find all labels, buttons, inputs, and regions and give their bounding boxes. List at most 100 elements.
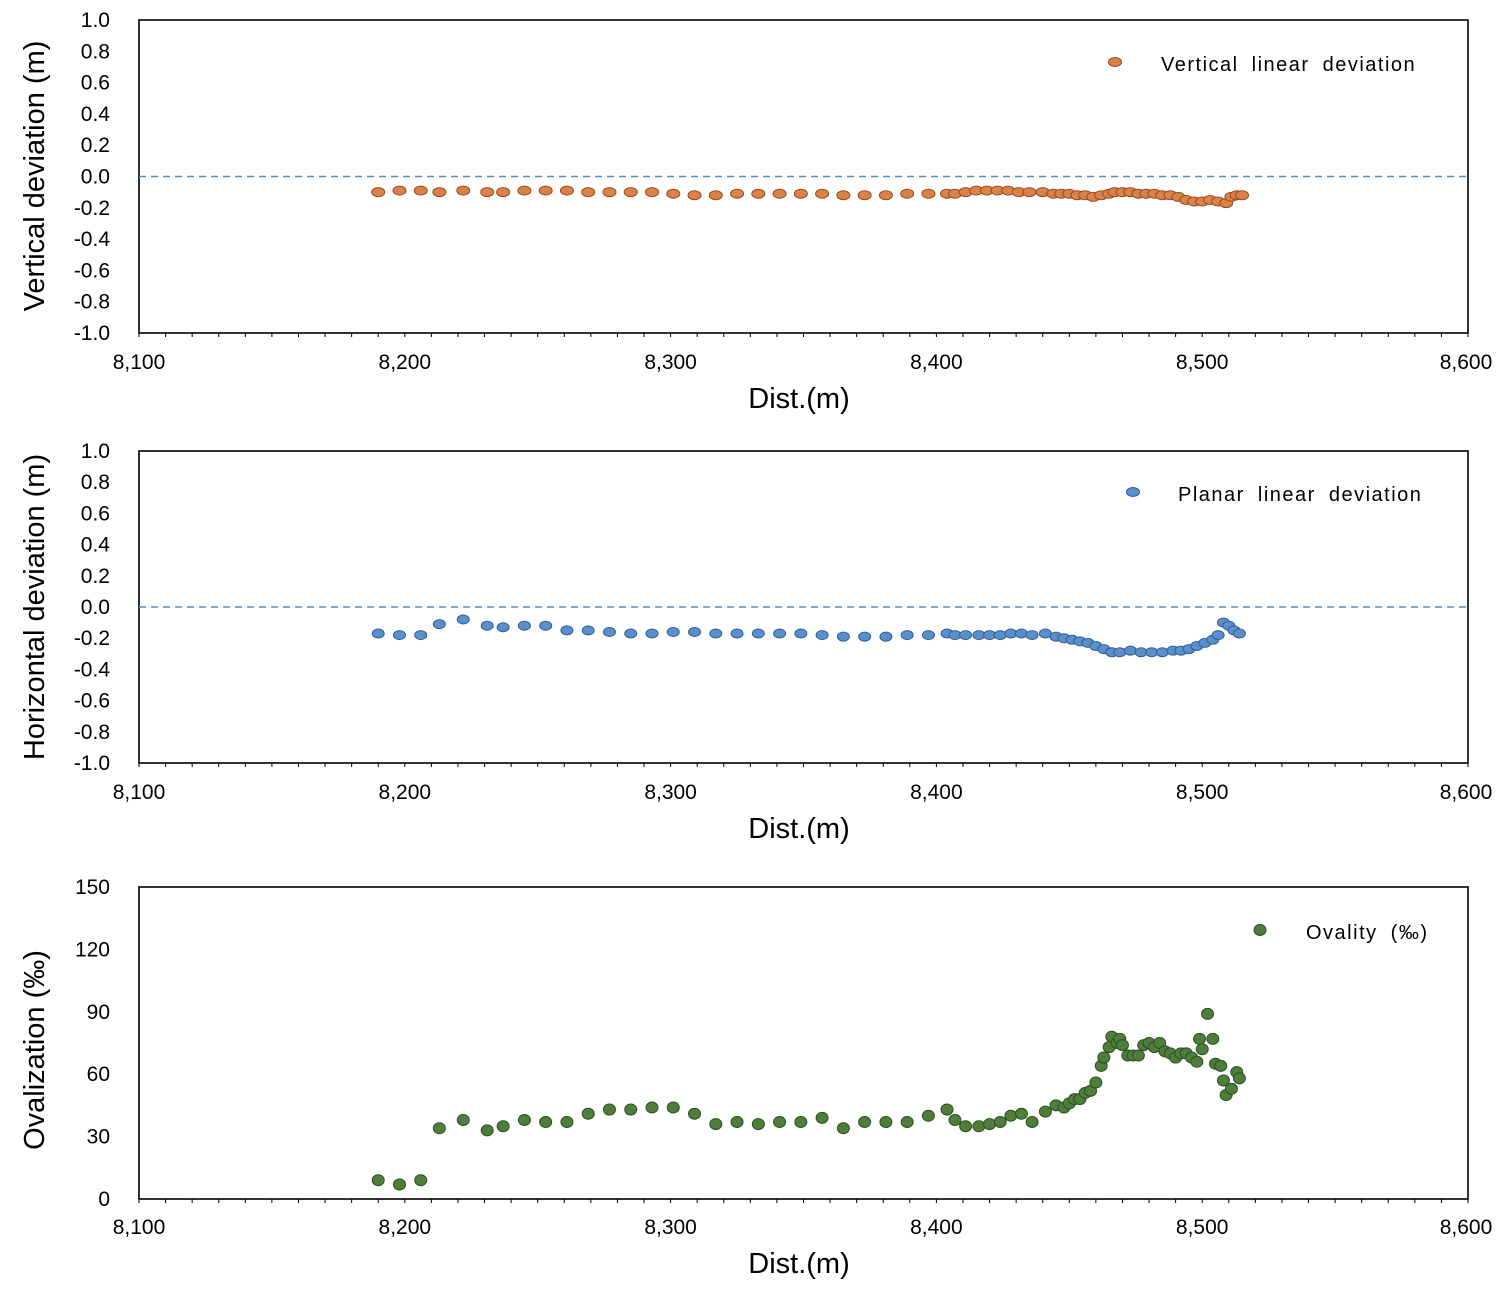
data-point — [708, 190, 723, 201]
data-point — [666, 1101, 680, 1114]
data-point — [1025, 1116, 1039, 1129]
y-tick-label: -0.2 — [74, 197, 110, 220]
y-tick-label: 0.0 — [81, 596, 110, 619]
data-point — [1211, 630, 1225, 641]
x-tick-labels: 8,100 8,200 8,300 8,400 8,500 8,600 — [113, 1216, 1493, 1239]
data-point — [751, 188, 766, 199]
x-tick-label: 8,400 — [910, 781, 963, 804]
data-point — [539, 620, 553, 631]
data-point — [1193, 1032, 1207, 1045]
data-point — [730, 628, 744, 639]
data-point — [751, 628, 765, 639]
data-point — [666, 188, 681, 199]
legend-marker — [1108, 57, 1122, 67]
x-tick-label: 8,200 — [379, 781, 432, 804]
data-point — [645, 1101, 659, 1114]
x-axis-title: Dist.(m) — [748, 383, 849, 415]
x-tick-label: 8,600 — [1440, 351, 1493, 374]
y-tick-label: 0.4 — [81, 534, 111, 557]
data-point — [793, 188, 808, 199]
data-point — [480, 187, 495, 198]
ovalization-chart: 8,100 8,200 8,300 8,400 8,500 8,600 150 … — [19, 876, 1492, 1280]
data-point — [432, 1122, 446, 1135]
data-point — [794, 628, 808, 639]
data-point — [1089, 1076, 1103, 1089]
y-tick-label: 0.4 — [81, 103, 111, 126]
data-point — [432, 619, 446, 630]
data-point — [581, 187, 596, 198]
data-point — [666, 626, 680, 637]
data-point — [1014, 1107, 1028, 1120]
y-tick-label: -1.0 — [74, 752, 110, 775]
x-minor-ticks — [138, 333, 1469, 337]
data-point — [772, 188, 787, 199]
data-point — [1190, 1055, 1204, 1068]
data-point — [517, 620, 531, 631]
y-tick-label: 120 — [75, 938, 110, 961]
x-minor-ticks — [138, 1199, 1469, 1203]
legend-label: Vertical linear deviation — [1161, 54, 1416, 76]
legend: Planar linear deviation — [1126, 484, 1421, 506]
data-point — [1232, 628, 1246, 639]
y-tick-label: 60 — [87, 1063, 110, 1086]
data-point — [773, 1116, 787, 1129]
data-point — [1214, 1059, 1228, 1072]
y-tick-label: 0.6 — [81, 502, 110, 525]
legend-marker — [1126, 487, 1140, 497]
data-point — [993, 630, 1007, 641]
data-point — [456, 614, 470, 625]
data-point — [480, 620, 494, 631]
data-point — [602, 1103, 616, 1116]
y-tick-label: 0.8 — [81, 471, 110, 494]
y-axis-title: Horizontal deviation (m) — [19, 454, 51, 760]
horizontal-deviation-chart: 8,100 8,200 8,300 8,400 8,500 8,600 1.0 … — [19, 440, 1492, 845]
data-point — [730, 188, 745, 199]
x-tick-label: 8,500 — [1176, 1216, 1229, 1239]
legend: Vertical linear deviation — [1108, 54, 1416, 76]
data-point — [517, 1113, 531, 1126]
data-markers — [371, 1007, 1246, 1191]
x-tick-label: 8,500 — [1176, 781, 1229, 804]
x-tick-label: 8,100 — [113, 781, 166, 804]
data-point — [602, 187, 617, 198]
data-point — [1123, 645, 1137, 656]
x-tick-label: 8,300 — [644, 1216, 697, 1239]
data-point — [900, 1116, 914, 1129]
data-point — [688, 626, 702, 637]
data-point — [815, 1111, 829, 1124]
x-axis-title: Dist.(m) — [748, 1248, 849, 1280]
data-point — [983, 1118, 997, 1131]
y-tick-labels: 1.0 0.8 0.6 0.4 0.2 0.0 -0.2 -0.4 -0.6 -… — [74, 9, 111, 345]
data-point — [1235, 190, 1250, 201]
data-point — [623, 187, 638, 198]
data-point — [1201, 1007, 1215, 1020]
x-tick-label: 8,600 — [1440, 781, 1493, 804]
data-point — [709, 628, 723, 639]
data-point — [392, 1178, 406, 1191]
y-tick-label: 0.2 — [81, 565, 110, 588]
data-point — [858, 631, 872, 642]
data-point — [624, 628, 638, 639]
data-point — [538, 185, 553, 196]
data-point — [1113, 647, 1127, 658]
data-point — [432, 187, 447, 198]
y-tick-label: -0.8 — [74, 721, 110, 744]
y-tick-label: -0.6 — [74, 259, 110, 282]
y-tick-label: -1.0 — [74, 322, 110, 345]
data-point — [959, 1120, 973, 1133]
data-point — [940, 1103, 954, 1116]
data-point — [948, 1113, 962, 1126]
data-point — [496, 1120, 510, 1133]
x-tick-label: 8,200 — [379, 1216, 432, 1239]
data-point — [371, 628, 385, 639]
data-point — [496, 187, 511, 198]
data-point — [900, 188, 915, 199]
vertical-deviation-chart: 8,100 8,200 8,300 8,400 8,500 8,600 1.0 … — [19, 9, 1492, 415]
data-point — [371, 1174, 385, 1187]
x-tick-label: 8,500 — [1176, 351, 1229, 374]
y-tick-label: -0.4 — [74, 228, 111, 251]
data-point — [959, 630, 973, 641]
legend-marker — [1253, 924, 1267, 936]
data-markers — [371, 614, 1246, 658]
data-point — [392, 185, 407, 196]
